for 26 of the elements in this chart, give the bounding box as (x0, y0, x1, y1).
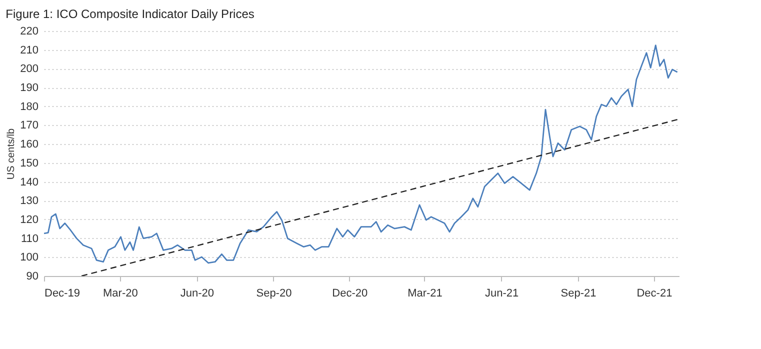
y-tick-label: 180 (20, 100, 38, 113)
x-tick-label: Mar-20 (103, 288, 138, 300)
y-tick-label: 170 (20, 120, 38, 132)
y-tick-label: 160 (20, 138, 38, 151)
x-tick-label: Dec-21 (636, 288, 672, 300)
y-tick-label: 130 (20, 195, 38, 208)
y-tick-label: 190 (20, 82, 38, 94)
x-tick-label: Jun-20 (180, 288, 214, 300)
chart-title: Figure 1: ICO Composite Indicator Daily Prices (6, 7, 254, 21)
y-tick-label: 100 (20, 252, 38, 264)
y-tick-label: 200 (20, 63, 38, 76)
y-tick-label: 140 (20, 176, 38, 188)
y-tick-label: 90 (26, 270, 38, 282)
y-tick-label: 150 (20, 157, 38, 170)
x-tick-label: Mar-21 (408, 288, 442, 300)
x-tick-label: Sep-20 (256, 288, 292, 300)
y-tick-label: 220 (20, 26, 38, 38)
x-tick-label: Sep-21 (560, 288, 596, 300)
y-tick-label: 210 (20, 44, 38, 56)
x-tick-label: Jun-21 (484, 288, 519, 300)
x-tick-label: Dec-19 (44, 288, 80, 300)
line-series (44, 44, 678, 264)
y-axis-title: US cents/lb (6, 128, 18, 180)
x-tick-label: Dec-20 (332, 288, 368, 300)
y-tick-label: 120 (20, 214, 38, 226)
y-tick-label: 110 (20, 232, 38, 245)
